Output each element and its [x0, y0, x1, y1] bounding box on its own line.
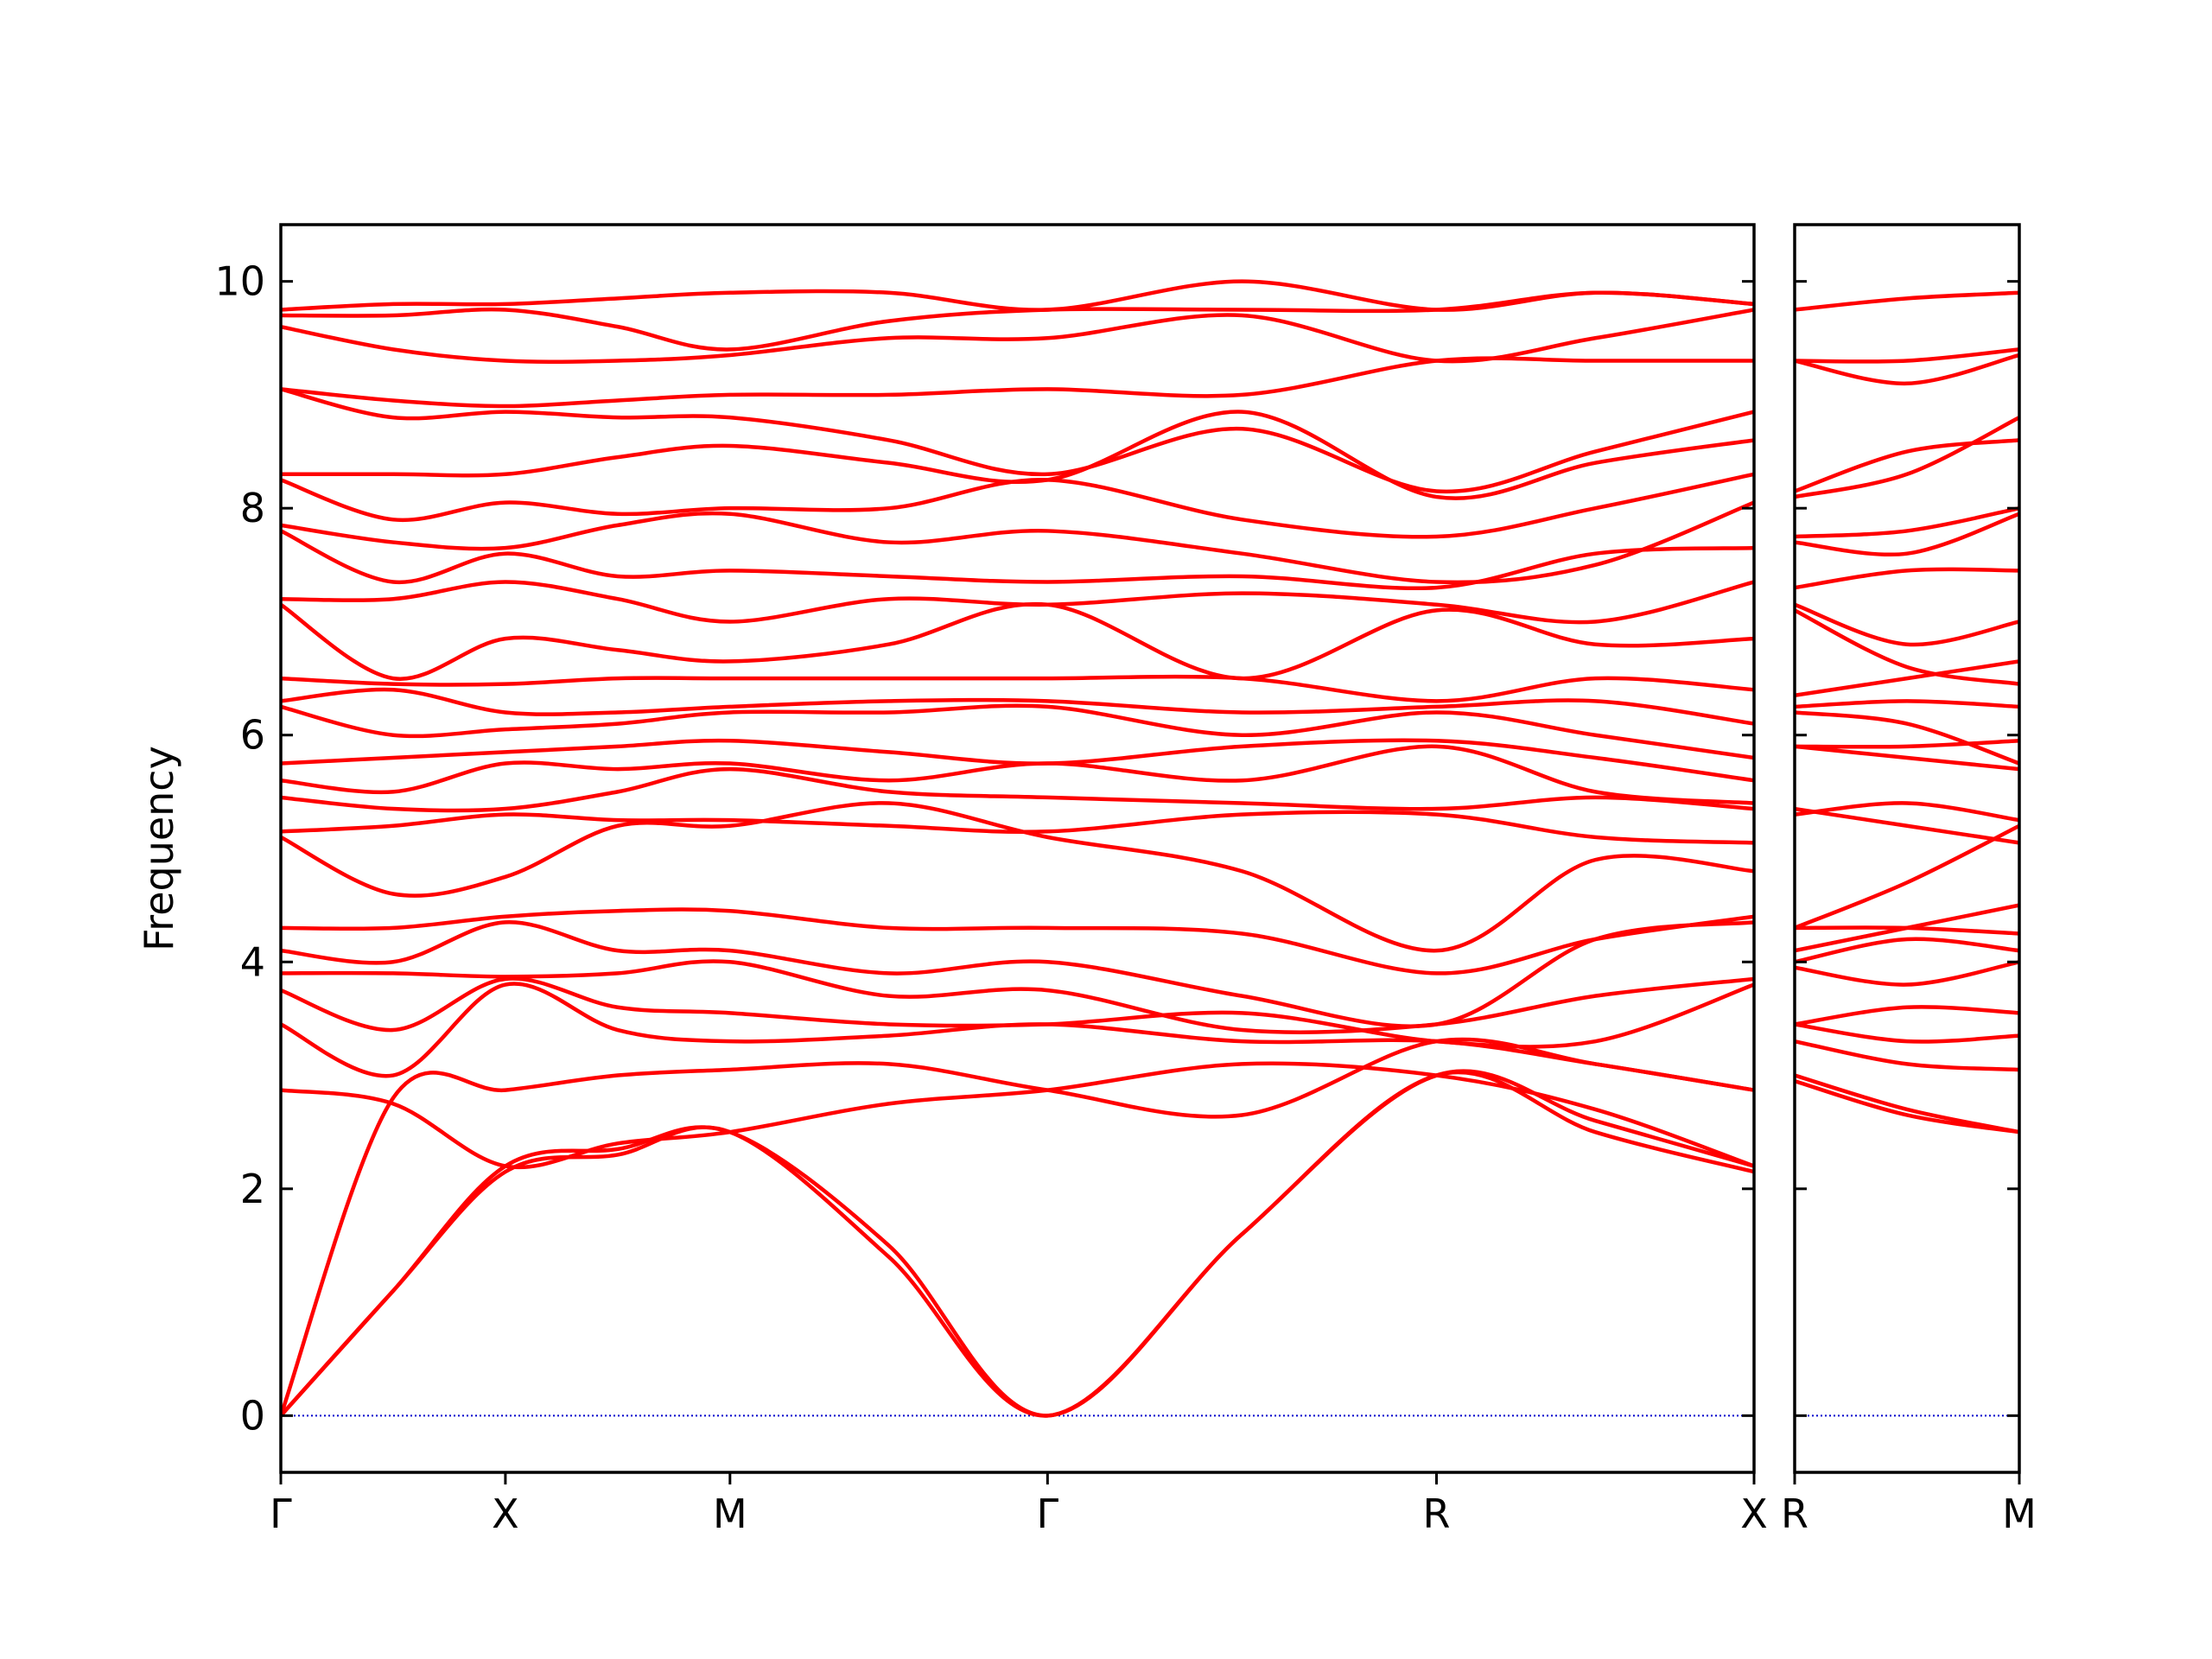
x-tick-label: Γ [1037, 1491, 1059, 1537]
y-tick-label: 4 [240, 938, 265, 985]
band-line [281, 387, 1754, 494]
band-line [281, 290, 1754, 352]
band-line [281, 738, 1754, 783]
band-line [281, 744, 1754, 805]
y-tick-label: 6 [240, 712, 265, 759]
band-line [281, 674, 1754, 703]
band-line [281, 687, 1754, 726]
band-line [281, 1061, 1754, 1170]
band-line [1795, 1022, 2019, 1044]
band-line [1795, 512, 2019, 557]
band-line [1795, 608, 2019, 686]
band-line [1795, 739, 2019, 749]
band-line [281, 982, 1754, 1092]
x-tick-label: X [1740, 1491, 1768, 1537]
x-tick-label: M [2002, 1491, 2037, 1537]
band-line [281, 500, 1754, 585]
band-line [1795, 1078, 2019, 1135]
band-line [281, 907, 1754, 976]
axes-frame [1793, 223, 2021, 1474]
band-line [1795, 347, 2019, 364]
band-line [281, 1070, 1754, 1418]
bands [1795, 290, 2019, 1135]
band-line [281, 703, 1754, 760]
band-line [281, 601, 1754, 681]
band-line [1795, 290, 2019, 312]
band-line [1795, 1005, 2019, 1027]
x-tick-label: R [1781, 1491, 1808, 1537]
panel: 0 2 4 6 8 10 Γ X M Γ R X Frequency [136, 223, 1768, 1537]
y-tick-label: 0 [240, 1392, 265, 1439]
band-line [281, 580, 1754, 625]
bands [281, 279, 1754, 1418]
band-line [1795, 960, 2019, 987]
x-tick-label: M [713, 1491, 747, 1537]
band-line [1795, 937, 2019, 964]
band-line [1795, 710, 2019, 766]
band-line [1795, 1073, 2019, 1135]
band-line [1795, 567, 2019, 590]
x-tick-label: Γ [270, 1491, 292, 1537]
band-line [281, 308, 1754, 365]
x-tick-label: R [1423, 1491, 1451, 1537]
band-line [1795, 602, 2019, 647]
band-line [1795, 353, 2019, 386]
band-line [281, 976, 1754, 1049]
x-tick-label: X [492, 1491, 519, 1537]
band-line [281, 959, 1754, 1034]
band-line [281, 279, 1754, 312]
band-line [281, 472, 1754, 539]
band-line [1795, 659, 2019, 698]
band-line [281, 410, 1754, 500]
axes-frame [279, 223, 1756, 1474]
band-line [281, 801, 1754, 953]
band-line [1795, 801, 2019, 823]
band-line [1795, 744, 2019, 772]
band-line [1795, 1039, 2019, 1072]
band-line [281, 810, 1754, 845]
band-line [281, 1069, 1754, 1418]
y-tick-label: 2 [240, 1166, 265, 1212]
band-line [1795, 505, 2019, 539]
band-line [1795, 699, 2019, 709]
band-line [281, 356, 1754, 409]
y-axis-label: Frequency [136, 746, 182, 951]
band-line [281, 920, 1754, 1028]
band-line [1795, 416, 2019, 499]
band-line [1795, 438, 2019, 493]
band-line [1795, 806, 2019, 845]
y-tick-label: 10 [214, 258, 265, 305]
band-line [281, 529, 1754, 591]
y-tick-label: 8 [240, 485, 265, 531]
band-line [1795, 903, 2019, 953]
band-line [281, 766, 1754, 813]
band-line [281, 1037, 1754, 1417]
